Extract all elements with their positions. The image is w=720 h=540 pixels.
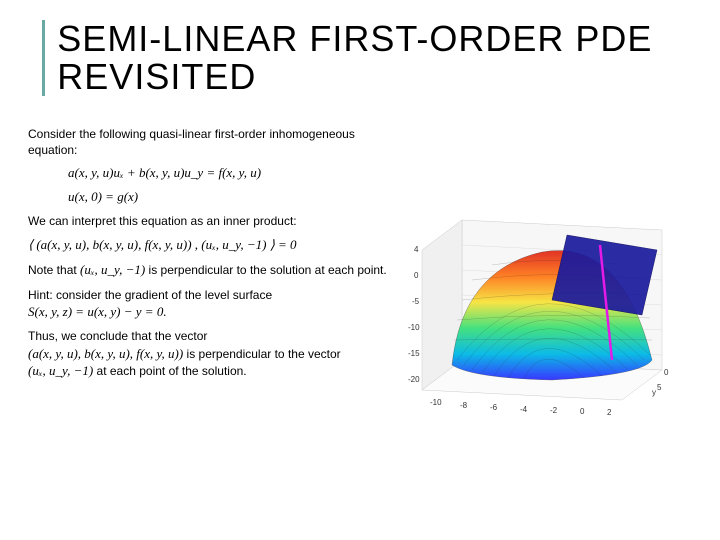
svg-text:5: 5: [657, 383, 662, 392]
svg-text:0: 0: [580, 407, 585, 416]
z-axis-ticks: 4 0 -5 -10 -15 -20: [408, 245, 420, 384]
svg-text:-15: -15: [408, 349, 420, 358]
svg-text:-10: -10: [408, 323, 420, 332]
note-pre: Note that: [28, 263, 80, 277]
equation-ic: u(x, 0) = g(x): [68, 188, 388, 206]
svg-text:0: 0: [414, 271, 419, 280]
svg-text:-2: -2: [550, 406, 558, 415]
title-region: SEMI-LINEAR FIRST-ORDER PDE REVISITED: [42, 20, 720, 96]
equation-pde: a(x, y, u)uₓ + b(x, y, u)u_y = f(x, y, u…: [68, 164, 388, 182]
conclusion-eq2: (uₓ, u_y, −1): [28, 363, 93, 378]
surface-plot-3d: 4 0 -5 -10 -15 -20: [402, 200, 702, 430]
intro-text: Consider the following quasi-linear firs…: [28, 126, 388, 158]
inner-product-text: We can interpret this equation as an inn…: [28, 213, 388, 229]
conclusion-mid: is perpendicular to the vector: [183, 347, 340, 361]
conclusion-post: at each point of the solution.: [93, 364, 246, 378]
hint-pre: Hint: consider the gradient of the level…: [28, 288, 272, 302]
y-axis-label: y: [652, 388, 656, 397]
svg-text:2: 2: [607, 408, 612, 417]
svg-text:-20: -20: [408, 375, 420, 384]
svg-text:-5: -5: [412, 297, 420, 306]
svg-text:-6: -6: [490, 403, 498, 412]
note-eq: (uₓ, u_y, −1): [80, 262, 145, 277]
note-post: is perpendicular to the solution at each…: [145, 263, 387, 277]
hint-line: Hint: consider the gradient of the level…: [28, 287, 388, 321]
title-accent-bar: [42, 20, 45, 96]
body-content: Consider the following quasi-linear firs…: [28, 126, 388, 386]
svg-text:-10: -10: [430, 398, 442, 407]
x-axis-ticks: -10 -8 -6 -4 -2 0 2: [430, 398, 612, 417]
conclusion-eq1: (a(x, y, u), b(x, y, u), f(x, y, u)): [28, 346, 183, 361]
inner-product-eq: ⟨ (a(x, y, u), b(x, y, u), f(x, y, u)) ,…: [28, 236, 388, 254]
conclusion-line: Thus, we conclude that the vector (a(x, …: [28, 328, 388, 379]
svg-text:0: 0: [664, 368, 669, 377]
note-line: Note that (uₓ, u_y, −1) is perpendicular…: [28, 261, 388, 279]
hint-eq: S(x, y, z) = u(x, y) − y = 0.: [28, 304, 167, 319]
svg-text:-8: -8: [460, 401, 468, 410]
page-title: SEMI-LINEAR FIRST-ORDER PDE REVISITED: [57, 20, 720, 96]
svg-text:4: 4: [414, 245, 419, 254]
svg-text:-4: -4: [520, 405, 528, 414]
conclusion-pre: Thus, we conclude that the vector: [28, 329, 207, 343]
